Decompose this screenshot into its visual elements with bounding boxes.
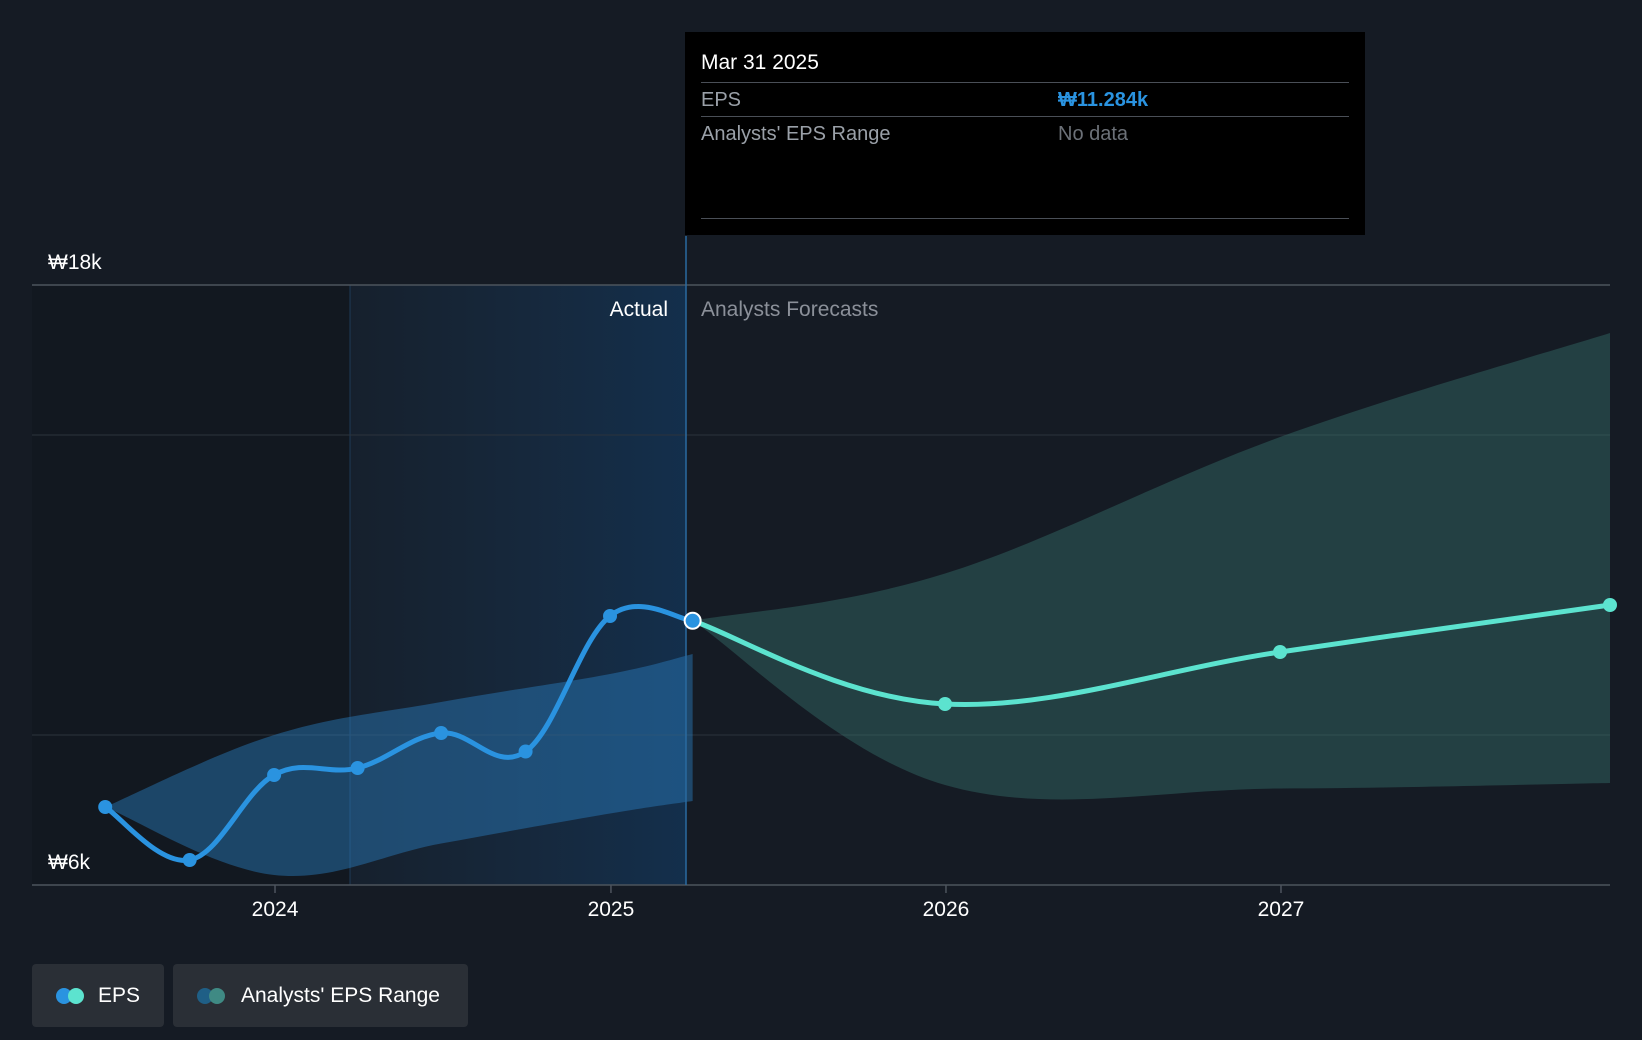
eps-line-forecast: [690, 602, 1613, 708]
y-tick-label: ₩6k: [48, 851, 91, 874]
gridlines: [32, 284, 1610, 886]
x-tick-label: 2027: [1258, 898, 1305, 921]
eps-point-present: [683, 611, 702, 630]
eps-point-forecast: [1603, 598, 1617, 612]
x-tick-label: 2026: [923, 898, 970, 921]
tooltip-divider: [701, 218, 1349, 219]
tooltip-range-value: No data: [1058, 123, 1129, 145]
tooltip-row-range: Analysts' EPS Range No data: [701, 116, 1349, 150]
eps-points: [98, 598, 1617, 867]
eps-point-actual: [603, 609, 618, 623]
actual-shade: [350, 285, 686, 885]
eps-point-actual: [434, 726, 449, 740]
past-shade: [32, 285, 350, 885]
tooltip-date: Mar 31 2025: [701, 51, 819, 74]
legend-eps-dots: [56, 987, 88, 1004]
eps-point-forecast: [938, 697, 953, 711]
tooltip-row-eps: EPS ₩11.284k: [701, 82, 1349, 116]
y-tick-label: ₩18k: [48, 251, 102, 274]
eps-point-actual: [267, 768, 282, 782]
legend-eps-label: EPS: [97, 983, 140, 1007]
eps-range-past-area: [105, 654, 693, 877]
eps-point-forecast: [1273, 645, 1288, 659]
legend-range-dots: [197, 987, 231, 1004]
eps-ranges: [105, 333, 1610, 877]
eps-lines: [102, 602, 1613, 863]
tooltip-eps-value: ₩11.284k: [1058, 89, 1149, 111]
eps-point-actual: [98, 800, 113, 814]
tooltip-range-label: Analysts' EPS Range: [701, 123, 891, 145]
eps-range-forecast-area: [692, 333, 1610, 800]
actual-region-label: Actual: [610, 298, 668, 321]
x-tick-label: 2025: [588, 898, 635, 921]
eps-line-actual: [102, 604, 696, 863]
legend-range-dot-forecast: [209, 987, 225, 1004]
tooltip-eps-label: EPS: [701, 89, 742, 111]
x-tick-label: 2024: [252, 898, 299, 921]
legend-range-label: Analysts' EPS Range: [241, 983, 440, 1007]
forecast-region-label: Analysts Forecasts: [701, 298, 878, 321]
axis-labels: ₩18k ₩6k 2024 2025 2026 2027 Actual Analysts Fo…: [48, 251, 1304, 921]
legend-item-eps[interactable]: EPS: [32, 964, 164, 1027]
legend-item-range[interactable]: Analysts' EPS Range: [173, 964, 468, 1027]
eps-point-actual: [182, 853, 197, 867]
eps-point-actual: [518, 744, 533, 759]
legend: EPS Analysts' EPS Range: [32, 964, 468, 1027]
tooltip: Mar 31 2025 EPS ₩11.284k Analysts' EPS R…: [685, 32, 1365, 235]
legend-eps-dot-forecast: [68, 987, 84, 1004]
eps-point-actual: [350, 761, 365, 775]
